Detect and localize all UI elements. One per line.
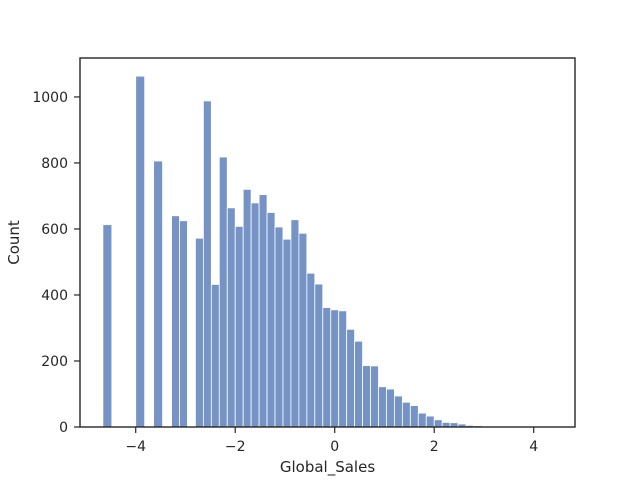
histogram-bar — [179, 221, 187, 427]
y-tick-label: 800 — [41, 156, 68, 172]
y-axis-ticks: 0 200 400 600 800 1000 — [32, 90, 80, 436]
histogram-bar — [323, 308, 331, 427]
histogram-bar — [339, 311, 347, 427]
histogram-bar — [299, 233, 307, 427]
histogram-bar — [386, 389, 394, 427]
histogram-bar — [267, 212, 275, 427]
histogram-bar — [355, 341, 363, 427]
histogram-bar — [103, 225, 112, 427]
histogram-bar — [275, 227, 283, 427]
histogram-bar — [259, 195, 267, 427]
histogram-bar — [172, 216, 180, 427]
histogram-bar — [371, 366, 379, 427]
x-tick-label: −4 — [125, 439, 146, 455]
x-axis-label: Global_Sales — [280, 458, 375, 477]
x-axis-ticks: −4 −2 0 2 4 — [125, 427, 538, 455]
histogram-bar — [211, 284, 219, 427]
histogram-bar — [283, 239, 291, 427]
histogram-bar — [235, 226, 243, 427]
histogram-bar — [251, 203, 259, 427]
histogram-bar — [363, 366, 371, 427]
histogram-bar — [347, 329, 355, 427]
x-tick-label: 0 — [330, 439, 339, 455]
x-tick-label: 2 — [430, 439, 439, 455]
y-tick-label: 200 — [41, 354, 68, 370]
histogram-bar — [243, 189, 251, 427]
histogram-bar — [307, 273, 315, 427]
histogram-bar — [378, 387, 386, 427]
histogram-bar — [418, 413, 426, 427]
histogram-bar — [410, 406, 418, 427]
y-tick-label: 0 — [59, 420, 68, 436]
histogram-bar — [195, 238, 203, 427]
histogram-bars — [103, 76, 554, 427]
histogram-bar — [291, 220, 299, 427]
histogram-bar — [219, 157, 227, 427]
histogram-bar — [154, 161, 163, 427]
histogram-bar — [394, 396, 402, 427]
y-tick-label: 600 — [41, 222, 68, 238]
histogram-bar — [227, 208, 235, 427]
y-axis-label: Count — [5, 220, 23, 265]
histogram-bar — [315, 284, 323, 427]
histogram-bar — [331, 310, 339, 427]
histogram-bar — [434, 420, 442, 427]
x-tick-label: 4 — [529, 439, 538, 455]
y-tick-label: 1000 — [32, 90, 68, 106]
y-tick-label: 400 — [41, 288, 68, 304]
histogram-bar — [203, 101, 211, 427]
histogram-bar — [136, 76, 145, 427]
histogram-bar — [402, 402, 410, 427]
x-tick-label: −2 — [225, 439, 246, 455]
histogram-bar — [426, 416, 434, 427]
